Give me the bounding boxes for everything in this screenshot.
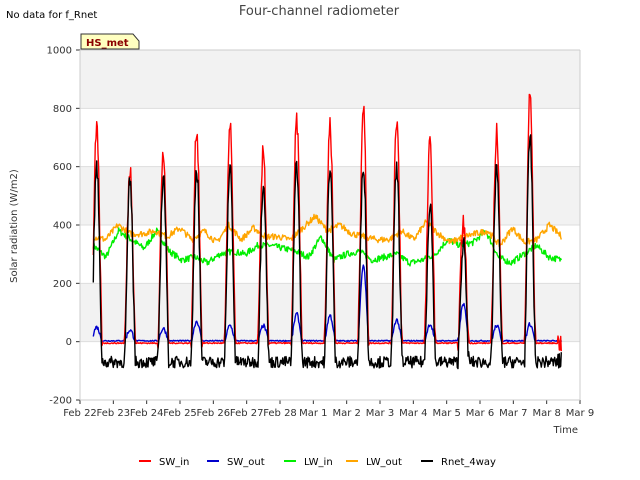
x-tick-label: Mar 5 <box>432 408 460 419</box>
legend-label-lw-out: LW_out <box>366 457 402 468</box>
y-tick-label: 0 <box>66 337 72 348</box>
y-tick-label: 1000 <box>47 46 72 57</box>
legend-label-lw-in: LW_in <box>304 457 333 468</box>
x-tick-label: Mar 7 <box>499 408 527 419</box>
legend-label-rnet-4way: Rnet_4way <box>441 457 496 468</box>
grid-band <box>80 283 580 342</box>
x-tick-label: Feb 28 <box>263 408 297 419</box>
x-tick-label: Feb 23 <box>97 408 131 419</box>
x-tick-label: Mar 1 <box>299 408 327 419</box>
series-line-sw-out <box>92 264 562 344</box>
y-axis-label: Solar radiation (W/m2) <box>9 169 20 283</box>
y-tick-label: 400 <box>53 221 72 232</box>
legend-label-sw-in: SW_in <box>159 457 189 468</box>
x-tick-label: Feb 24 <box>130 408 164 419</box>
x-tick-label: Feb 27 <box>230 408 264 419</box>
hs-met-badge: HS_met <box>80 33 140 50</box>
y-tick-label: 200 <box>53 279 72 290</box>
x-axis-label: Time <box>553 425 578 436</box>
x-tick-label: Mar 4 <box>399 408 427 419</box>
grid-band <box>80 50 580 109</box>
no-data-note: No data for f_Rnet <box>6 10 97 21</box>
x-tick-label: Feb 22 <box>63 408 97 419</box>
legend-label-sw-out: SW_out <box>227 457 265 468</box>
badge-label: HS_met <box>86 38 129 49</box>
x-tick-label: Mar 8 <box>532 408 560 419</box>
badge-shape <box>80 33 140 50</box>
legend: SW_in SW_out LW_in LW_out Rnet_4way <box>139 457 496 468</box>
y-tick-label: 800 <box>53 104 72 115</box>
y-tick-label: -200 <box>49 396 72 407</box>
series-line-rnet-4way <box>92 134 562 370</box>
x-tick-label: Mar 2 <box>332 408 360 419</box>
x-tick-label: Mar 9 <box>566 408 594 419</box>
x-tick-label: Mar 3 <box>366 408 394 419</box>
chart-title: Four-channel radiometer <box>239 4 400 19</box>
x-tick-label: Feb 26 <box>197 408 231 419</box>
x-tick-label: Feb 25 <box>163 408 197 419</box>
y-tick-label: 600 <box>53 162 72 173</box>
x-tick-label: Mar 6 <box>466 408 494 419</box>
